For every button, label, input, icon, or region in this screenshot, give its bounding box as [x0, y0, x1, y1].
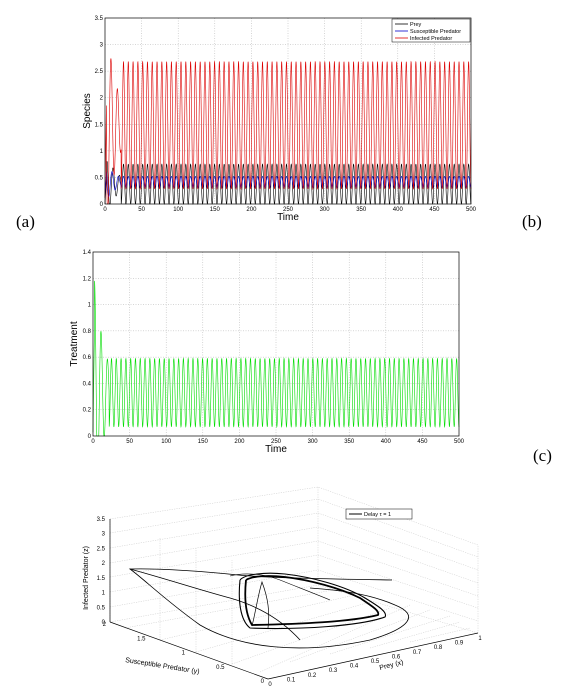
chart2-series-0 — [92, 280, 460, 437]
chart1-xtick-label: 0 — [103, 207, 107, 213]
chart1-ytick-label: 0 — [100, 202, 104, 208]
chart1-xtick-label: 500 — [466, 207, 477, 213]
chart3-ytick-label: 0.5 — [216, 665, 225, 671]
chart3-xtick-label: 0.9 — [455, 641, 464, 647]
chart1-ytick-label: 3 — [100, 43, 104, 49]
chart2-ytick-label: 1 — [88, 303, 92, 309]
chart2-xtick-label: 450 — [417, 439, 428, 445]
chart2-xtick-label: 150 — [198, 439, 209, 445]
chart3-ztick-label: 3 — [102, 532, 106, 538]
chart3-ztick-label: 0 — [102, 620, 106, 626]
chart2-ytick-label: 1.4 — [83, 250, 92, 256]
chart1-series — [104, 58, 472, 205]
chart1-ytick-label: 0.5 — [95, 175, 104, 181]
chart3-xtick-label: 0.5 — [371, 659, 380, 665]
chart2-ylabel: Treatment — [69, 321, 80, 366]
chart3-xtick-label: 0.7 — [413, 650, 422, 656]
chart2-xtick-label: 50 — [126, 439, 133, 445]
chart2-xtick-label: 100 — [161, 439, 172, 445]
chart2-xtick-label: 200 — [234, 439, 245, 445]
chart1-ytick-label: 1.5 — [95, 122, 104, 128]
chart1-plot-frame — [104, 17, 472, 205]
chart3-xtick-label: 0 — [268, 682, 272, 688]
chart1-xtick-label: 200 — [246, 207, 257, 213]
chart3-ytick-label: 1.5 — [137, 636, 146, 642]
chart1-xtick-label: 400 — [393, 207, 404, 213]
chart2-xtick-label: 400 — [381, 439, 392, 445]
chart3-ztick-label: 1.5 — [97, 576, 106, 582]
chart1-xtick-label: 250 — [283, 207, 294, 213]
chart1-xtick-label: 50 — [138, 207, 145, 213]
chart3-legend: Delay τ = 1 — [345, 508, 413, 520]
chart3-xtick-label: 0.6 — [392, 654, 401, 660]
chart1-xtick-label: 300 — [320, 207, 331, 213]
chart3-ytick-label: 2 — [103, 622, 107, 628]
chart3-ytick-label: 0 — [261, 679, 265, 685]
chart2-ytick-label: 1.2 — [83, 276, 92, 282]
panel-label-b: (b) — [522, 212, 542, 231]
chart1-xtick-label: 150 — [210, 207, 221, 213]
chart1-ticks: 0 50 100 150 200 250 300 350 400 450 500 0 0.5 1 1.5 2 2… — [95, 16, 477, 213]
chart3-ztick-label: 2.5 — [97, 546, 106, 552]
chart1-legend: Prey Susceptible Predator Infected Preda… — [391, 18, 471, 43]
chart3-xtick-label: 0.1 — [287, 677, 296, 683]
chart1-series-2 — [104, 58, 472, 205]
legend-label-delay: Delay τ = 1 — [364, 512, 391, 518]
chart2-ytick-label: 0.8 — [83, 329, 92, 335]
chart3-axes — [109, 519, 479, 680]
chart3-xlabel: Prey (x) — [379, 659, 404, 672]
chart2-series — [92, 280, 460, 437]
chart1-xtick-label: 450 — [429, 207, 440, 213]
chart2-ticks: 0 50 100 150 200 250 300 350 400 450 500 0 0.2 0.4 0.6… — [83, 250, 465, 445]
chart2-xlabel: Time — [265, 444, 287, 455]
legend-label-infected: Infected Predator — [410, 36, 452, 42]
chart1-ytick-label: 2 — [100, 96, 104, 102]
chart3-ztick-label: 2 — [102, 561, 106, 567]
chart3-trajectory — [128, 568, 409, 649]
chart1-ytick-label: 1 — [100, 149, 104, 155]
chart3-xtick-label: 0.4 — [350, 664, 359, 670]
chart1-ytick-label: 3.5 — [95, 16, 104, 22]
chart2-ytick-label: 0 — [88, 434, 92, 440]
chart1-xtick-label: 350 — [356, 207, 367, 213]
chart2-ytick-label: 0.6 — [83, 355, 92, 361]
chart2-plot-frame — [92, 251, 460, 437]
chart1-series-1 — [104, 171, 472, 198]
chart3-ticks: 00.511.522.533.500.511.5200.10.20.30.40.… — [97, 517, 483, 688]
chart3-xtick-label: 0.3 — [329, 668, 338, 674]
chart3-zlabel: Infected Predator (z) — [83, 546, 90, 610]
chart1-xtick-label: 100 — [173, 207, 184, 213]
chart2-ytick-label: 0.2 — [83, 408, 92, 414]
chart2-xtick-label: 500 — [454, 439, 465, 445]
chart3-xtick-label: 0.8 — [434, 645, 443, 651]
chart3-xtick-label: 1 — [478, 636, 482, 642]
legend-label-susceptible: Susceptible Predator — [410, 29, 461, 35]
chart2-xtick-label: 350 — [344, 439, 355, 445]
chart1-ytick-label: 2.5 — [95, 69, 104, 75]
chart3-ylabel: Susceptible Predator (y) — [125, 657, 200, 676]
chart3-ztick-label: 3.5 — [97, 517, 106, 523]
legend-label-prey: Prey — [410, 22, 422, 28]
chart2-ytick-label: 0.4 — [83, 381, 92, 387]
chart3-ztick-label: 1 — [102, 591, 106, 597]
chart2-xtick-label: 300 — [308, 439, 319, 445]
chart1-ylabel: Species — [82, 93, 93, 129]
chart1-xlabel: Time — [277, 212, 299, 223]
panel-label-a: (a) — [16, 212, 35, 231]
chart2-xtick-label: 0 — [91, 439, 95, 445]
chart3-ytick-label: 1 — [182, 651, 186, 657]
chart3-xtick-label: 0.2 — [308, 673, 317, 679]
panel-label-c: (c) — [533, 446, 552, 465]
chart3-ztick-label: 0.5 — [97, 605, 106, 611]
chart2-xtick-label: 250 — [271, 439, 282, 445]
